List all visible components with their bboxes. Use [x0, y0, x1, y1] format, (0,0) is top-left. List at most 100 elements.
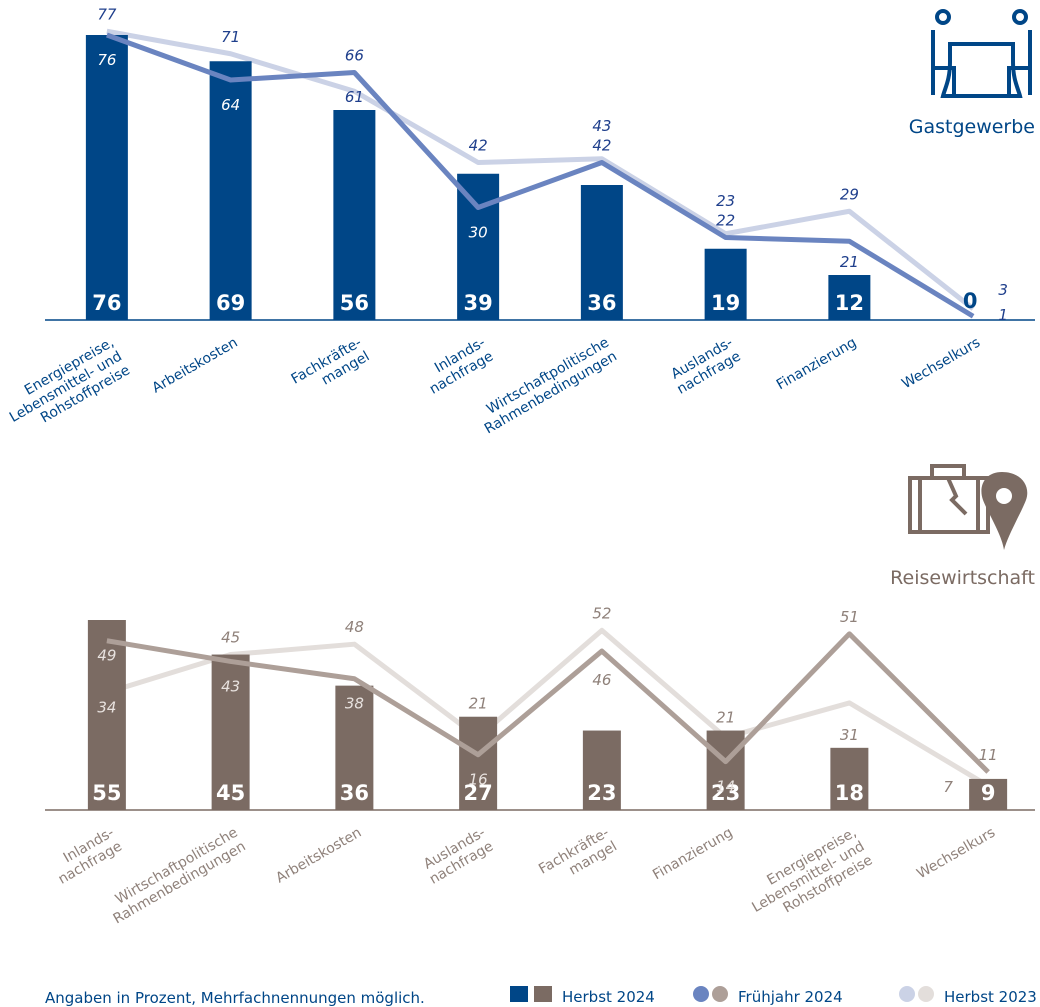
herbst-2023-label-1: 71 — [221, 28, 240, 46]
category-label-3: Inlands-nachfrage — [419, 335, 496, 398]
legend-label-herbst-2023: Herbst 2023 — [944, 988, 1037, 1006]
bar-2 — [333, 110, 376, 320]
category-label-3: Auslands-nachfrage — [419, 825, 496, 888]
bar-label-7: 9 — [981, 781, 996, 805]
fruehjahr-2024-label-1: 64 — [221, 96, 240, 114]
fruehjahr-2024-label-1: 43 — [221, 677, 240, 695]
category-label-7: Wechselkurs — [914, 825, 998, 883]
fruehjahr-2024-label-7: 11 — [979, 746, 998, 764]
legend-herbst-2024: Herbst 2024 — [510, 986, 655, 1006]
herbst-2023-label-7: 3 — [998, 281, 1008, 299]
restaurant-table-icon — [931, 9, 1032, 98]
legend-dot-reise-fruehjahr-2024 — [712, 986, 728, 1002]
herbst-2023-label-4: 52 — [592, 604, 611, 622]
category-label-4: Fachkräfte-mangel — [536, 825, 620, 892]
bar-4 — [580, 185, 623, 320]
bar-label-7: 0 — [963, 289, 978, 313]
herbst-2023-label-1: 45 — [221, 629, 240, 647]
line-fruehjahr-2024 — [106, 32, 975, 319]
herbst-2023-label-4: 43 — [592, 117, 611, 135]
category-label-7: Wechselkurs — [899, 335, 983, 393]
category-label-5: Finanzierung — [650, 825, 736, 884]
fruehjahr-2024-label-6: 51 — [840, 608, 859, 626]
fruehjahr-2024-label-4: 42 — [592, 137, 611, 155]
bar-5 — [704, 248, 747, 320]
category-label-5: Auslands-nachfrage — [666, 335, 743, 398]
fruehjahr-2024-label-4: 46 — [592, 671, 611, 689]
bar-0 — [85, 35, 128, 320]
legend-fruehjahr-2024: Frühjahr 2024 — [693, 986, 843, 1006]
fruehjahr-2024-label-7: 1 — [998, 306, 1008, 324]
legend-dot-gast-herbst-2023 — [899, 986, 915, 1002]
fruehjahr-2024-label-2: 38 — [345, 695, 364, 713]
bar-label-1: 69 — [216, 291, 245, 315]
suitcase-location-icon — [908, 464, 1028, 550]
bar-1 — [211, 654, 250, 810]
herbst-2023-label-6: 29 — [840, 185, 859, 203]
line-fruehjahr-2024 — [106, 631, 990, 774]
herbst-2023-label-0: 34 — [97, 699, 116, 717]
bar-label-2: 36 — [340, 781, 369, 805]
bar-5 — [706, 730, 745, 810]
legend-label-herbst-2024: Herbst 2024 — [562, 988, 655, 1006]
bar-label-5: 23 — [711, 781, 740, 805]
herbst-2023-label-6: 31 — [840, 726, 859, 744]
herbst-2023-label-2: 48 — [345, 618, 364, 636]
legend: Herbst 2024 Frühjahr 2024 Herbst 2023 — [510, 986, 1037, 1006]
bar-6 — [830, 747, 869, 810]
herbst-2023-label-5: 21 — [716, 709, 735, 727]
bar-1 — [209, 61, 252, 320]
herbst-2023-label-7: 7 — [943, 778, 953, 796]
bar-label-0: 55 — [92, 781, 121, 805]
bar-label-4: 36 — [587, 291, 616, 315]
category-label-1: Arbeitskosten — [150, 335, 241, 397]
fruehjahr-2024-label-2: 66 — [345, 47, 364, 65]
category-label-0: Inlands-nachfrage — [48, 825, 125, 888]
bar-label-1: 45 — [216, 781, 245, 805]
bar-label-6: 18 — [835, 781, 864, 805]
legend-label-fruehjahr-2024: Frühjahr 2024 — [738, 988, 843, 1006]
herbst-2023-label-3: 21 — [469, 695, 488, 713]
category-label-6: Energiepreise,Lebensmittel- undRohstoffp… — [741, 825, 875, 930]
fruehjahr-2024-label-5: 22 — [716, 212, 735, 230]
gastgewerbe-title: Gastgewerbe — [909, 116, 1035, 138]
bar-4 — [582, 730, 621, 810]
category-label-2: Fachkräfte-mangel — [289, 335, 373, 402]
bar-label-3: 39 — [464, 291, 493, 315]
footnote: Angaben in Prozent, Mehrfachnennungen mö… — [45, 989, 425, 1007]
category-label-1: WirtschaftpolitischeRahmenbedingungen — [103, 825, 249, 928]
category-label-2: Arbeitskosten — [273, 825, 364, 887]
bar-label-0: 76 — [92, 291, 121, 315]
category-label-6: Finanzierung — [774, 335, 860, 394]
category-label-4: WirtschaftpolitischeRahmenbedingungen — [474, 335, 620, 438]
legend-dot-reise-herbst-2023 — [918, 986, 934, 1002]
bar-label-3: 27 — [464, 781, 493, 805]
bar-label-4: 23 — [587, 781, 616, 805]
herbst-2023-label-2: 61 — [345, 88, 364, 106]
herbst-2023-label-0: 77 — [97, 5, 117, 23]
bar-label-5: 19 — [711, 291, 740, 315]
legend-dot-gast-fruehjahr-2024 — [693, 986, 709, 1002]
bar-7 — [969, 778, 1008, 810]
bar-3 — [457, 173, 500, 320]
bar-6 — [828, 275, 871, 320]
bar-label-6: 12 — [835, 291, 864, 315]
line-herbst-2023 — [106, 627, 990, 788]
category-label-0: Energiepreise,Lebensmittel- undRohstoffp… — [0, 335, 133, 440]
herbst-2023-label-3: 42 — [469, 137, 488, 155]
gastgewerbe-chart: 76 69 56 39 36 19 12 0 76 64 66 30 42 22 21 1 77 71 61 42 43… — [0, 5, 1035, 440]
reisewirtschaft-chart: 55 45 36 27 23 23 18 9 49 43 38 16 46 14 51 11 34 45 48 21 5… — [45, 604, 1035, 930]
fruehjahr-2024-label-3: 30 — [469, 224, 488, 242]
fruehjahr-2024-label-0: 76 — [97, 51, 116, 69]
fruehjahr-2024-label-5: 14 — [716, 778, 735, 796]
legend-swatch-reise-herbst-2024 — [534, 986, 552, 1002]
herbst-2023-label-5: 23 — [716, 192, 735, 210]
bar-2 — [335, 685, 374, 810]
fruehjahr-2024-label-6: 21 — [840, 253, 859, 271]
legend-herbst-2023: Herbst 2023 — [899, 986, 1037, 1006]
bar-0 — [87, 620, 126, 810]
line-herbst-2023 — [106, 28, 975, 311]
fruehjahr-2024-label-0: 49 — [97, 647, 116, 665]
legend-swatch-gast-herbst-2024 — [510, 986, 528, 1002]
